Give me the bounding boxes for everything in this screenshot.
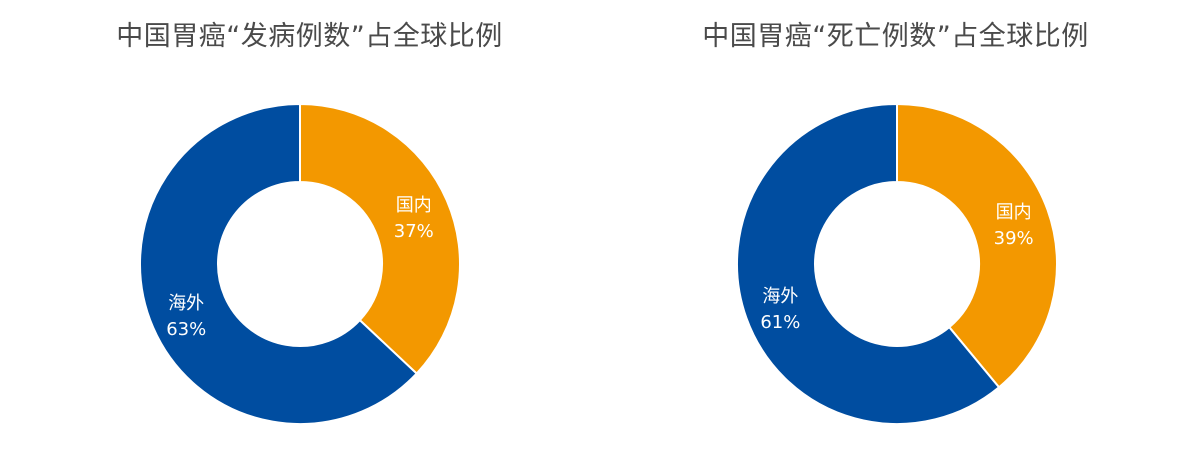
donut-chart-mortality: 国内 39% 海外 61% xyxy=(736,102,1058,425)
chart-title: 中国胃癌“死亡例数”占全球比例 xyxy=(702,21,1089,52)
chart-panel-incidence: 中国胃癌“发病例数”占全球比例 国内 37% 海外 63% xyxy=(116,21,502,425)
slice-name-label: 海外 xyxy=(168,293,204,314)
slice-name-label: 国内 xyxy=(996,202,1032,223)
slice-value-label: 63% xyxy=(166,319,206,340)
slice-value-label: 39% xyxy=(994,228,1034,249)
chart-title: 中国胃癌“发病例数”占全球比例 xyxy=(116,21,503,52)
pie-slice-overseas xyxy=(736,102,1001,425)
slice-name-label: 海外 xyxy=(762,286,798,307)
pie-slice-domestic xyxy=(896,102,1058,389)
chart-panel-mortality: 中国胃癌“死亡例数”占全球比例 国内 39% 海外 61% xyxy=(599,0,1198,469)
slice-value-label: 61% xyxy=(760,312,800,333)
donut-chart-incidence: 国内 37% 海外 63% xyxy=(139,102,461,425)
pie-slice-domestic xyxy=(299,102,461,375)
slice-value-label: 37% xyxy=(394,221,434,242)
pie-slice-overseas xyxy=(139,102,419,425)
slice-name-label: 国内 xyxy=(396,195,432,216)
